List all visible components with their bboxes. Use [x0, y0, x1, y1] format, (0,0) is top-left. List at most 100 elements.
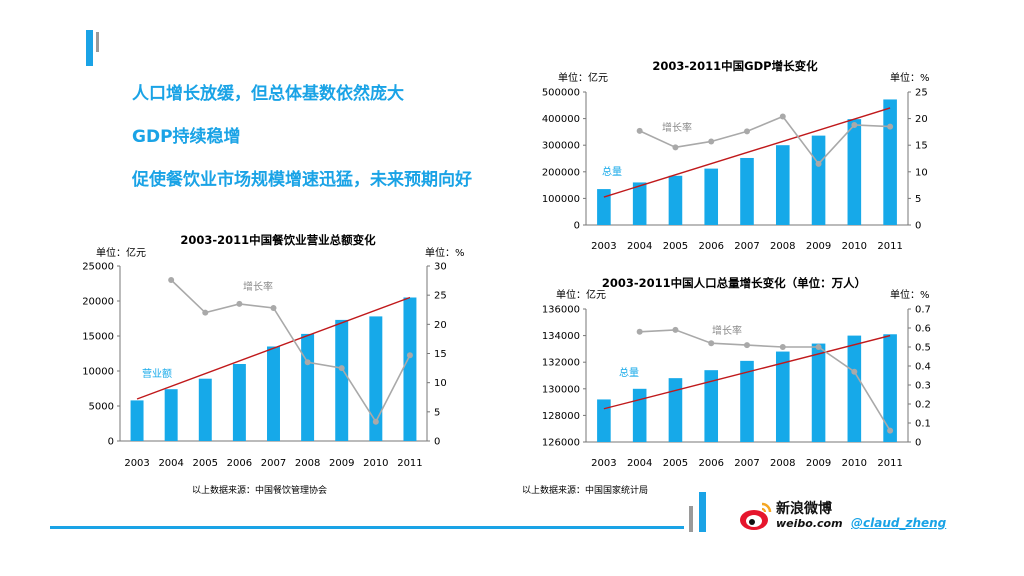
left-tick-label: 300000: [542, 141, 580, 152]
bar: [198, 378, 212, 441]
bar: [267, 346, 280, 441]
bar: [232, 364, 246, 441]
right-unit-label: 单位：%: [890, 71, 930, 84]
rate-series-label: 增长率: [243, 280, 273, 293]
bar: [740, 157, 754, 225]
growth-rate-point: [851, 121, 858, 128]
x-tick-label: 2003: [591, 241, 616, 252]
left-tick-label: 5000: [89, 402, 114, 413]
x-tick-label: 2005: [663, 241, 688, 252]
x-tick-label: 2003: [124, 458, 149, 469]
x-tick-label: 2004: [627, 458, 652, 469]
right-tick-label: 30: [434, 262, 447, 273]
headline-gdp: GDP持续稳增: [132, 127, 241, 147]
bar: [811, 135, 826, 225]
bar: [632, 388, 647, 442]
catering-revenue-chart: 2003-2011中国餐饮业营业总额变化 单位：亿元 单位：% 05000100…: [82, 233, 464, 470]
bar: [704, 168, 719, 225]
weibo-logo-icon: [740, 502, 772, 530]
x-tick-label: 2008: [770, 458, 795, 469]
growth-rate-point: [708, 138, 715, 145]
left-tick-label: 10000: [82, 367, 114, 378]
growth-rate-point: [779, 113, 786, 120]
bar: [811, 343, 826, 442]
left-tick-label: 0: [574, 221, 580, 232]
right-tick-label: 0.1: [915, 419, 931, 430]
left-tick-label: 130000: [542, 384, 580, 395]
bar: [775, 145, 790, 225]
trend-line: [603, 334, 891, 410]
right-tick-label: 10: [434, 378, 447, 389]
left-tick-label: 25000: [82, 262, 114, 273]
chart-title: 2003-2011中国人口总量增长变化（单位：万人）: [602, 276, 866, 290]
growth-rate-point: [887, 123, 894, 130]
bar: [668, 175, 683, 225]
x-tick-label: 2004: [627, 241, 652, 252]
left-tick-label: 0: [108, 437, 114, 448]
growth-rate-point: [636, 127, 643, 134]
growth-rate-point: [672, 326, 679, 333]
x-tick-label: 2008: [770, 241, 795, 252]
left-tick-label: 500000: [542, 88, 580, 99]
trend-line: [603, 107, 891, 198]
x-tick-label: 2006: [698, 458, 723, 469]
growth-rate-line: [639, 329, 891, 432]
rate-series-label: 增长率: [712, 324, 742, 337]
growth-rate-point: [168, 277, 175, 283]
right-tick-label: 0: [434, 437, 440, 448]
x-tick-label: 2011: [877, 458, 902, 469]
headline-catering: 促使餐饮业市场规模增速迅猛，未来预期向好: [132, 170, 472, 190]
growth-rate-point: [406, 352, 413, 359]
right-tick-label: 10: [915, 167, 928, 178]
left-tick-label: 200000: [542, 167, 580, 178]
left-tick-label: 132000: [542, 358, 580, 369]
x-tick-label: 2009: [806, 241, 831, 252]
right-tick-label: 20: [915, 114, 928, 125]
x-tick-label: 2008: [295, 458, 320, 469]
right-tick-label: 0.4: [915, 362, 931, 373]
growth-rate-point: [779, 344, 786, 350]
growth-rate-point: [887, 427, 894, 434]
x-tick-label: 2003: [591, 458, 616, 469]
growth-rate-point: [338, 365, 345, 372]
right-tick-label: 0.2: [915, 400, 931, 411]
x-tick-label: 2004: [158, 458, 183, 469]
corner-accent-gray: [96, 32, 99, 52]
left-unit-label: 单位：亿元: [556, 288, 606, 301]
right-tick-label: 15: [434, 349, 447, 360]
growth-rate-point: [744, 128, 750, 135]
right-tick-label: 5: [915, 194, 921, 205]
growth-rate-line: [639, 115, 891, 166]
headline-population: 人口增长放缓，但总体基数依然庞大: [132, 84, 404, 104]
left-tick-label: 136000: [542, 305, 580, 316]
bar: [130, 400, 144, 441]
right-tick-label: 15: [915, 141, 928, 152]
growth-rate-point: [851, 368, 858, 375]
rate-series-label: 增长率: [662, 121, 692, 134]
bar: [883, 334, 897, 442]
chart-title: 2003-2011中国GDP增长变化: [652, 59, 818, 73]
bar: [775, 351, 790, 442]
bar-series-label: 营业额: [142, 367, 172, 380]
growth-rate-point: [672, 144, 679, 151]
growth-rate-point: [236, 300, 243, 307]
right-tick-label: 25: [915, 88, 928, 99]
plot-area: 0 5000 10000 15000 20000 25000 0 5 10 15 20 25 30 200…: [82, 262, 447, 470]
growth-rate-point: [202, 309, 209, 316]
left-tick-label: 126000: [542, 438, 580, 449]
bar: [597, 189, 611, 225]
x-tick-label: 2010: [842, 458, 867, 469]
bar: [632, 182, 647, 225]
x-tick-label: 2011: [877, 241, 902, 252]
right-tick-label: 25: [434, 291, 447, 302]
growth-rate-point: [636, 328, 643, 335]
bar: [335, 319, 349, 441]
left-tick-label: 20000: [82, 297, 114, 308]
corner-accent-blue: [86, 30, 93, 66]
author-handle-link[interactable]: @claud_zheng: [851, 516, 947, 530]
bar-series-label: 总量: [619, 366, 639, 379]
footer-accent-blue: [699, 492, 706, 532]
growth-rate-point: [815, 344, 822, 350]
right-tick-label: 5: [434, 407, 440, 418]
x-tick-label: 2005: [193, 458, 218, 469]
